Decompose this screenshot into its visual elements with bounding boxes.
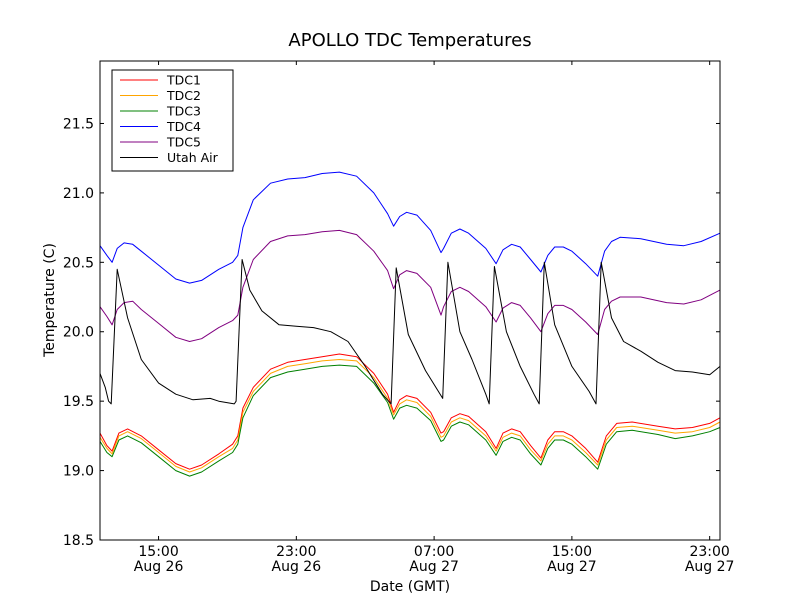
y-tick-label: 20.0 [63,325,94,341]
x-axis-label: Date (GMT) [370,579,450,595]
legend-label: TDC1 [166,73,201,88]
legend-label: Utah Air [167,150,219,165]
y-tick-label: 21.0 [63,186,94,202]
axes-frame [99,60,721,541]
x-tick-label-date: Aug 27 [409,559,459,575]
x-tick-label-date: Aug 26 [272,559,322,575]
series-line-utah-air [99,259,721,405]
legend-label: TDC3 [166,104,201,119]
legend-box [111,69,234,172]
x-tick-label-time: 07:00 [414,544,454,560]
y-tick-label: 19.0 [63,464,94,480]
legend-label: TDC5 [166,135,201,150]
y-tick-label: 21.5 [63,116,94,132]
series-line-tdc2 [99,359,721,473]
series-line-tdc4 [99,171,721,284]
x-tick-label-date: Aug 26 [134,559,184,575]
legend-label: TDC4 [166,119,201,134]
series-line-tdc5 [99,229,721,342]
x-tick-label-time: 23:00 [689,544,729,560]
y-tick-label: 20.5 [63,255,94,271]
series-line-tdc1 [99,353,721,470]
x-tick-label-time: 23:00 [276,544,316,560]
chart-title: APOLLO TDC Temperatures [288,30,531,51]
x-tick-label-date: Aug 27 [547,559,597,575]
x-tick-label-time: 15:00 [138,544,178,560]
series-line-tdc3 [99,364,721,477]
y-tick-label: 18.5 [63,533,94,549]
y-axis-label: Temperature (C) [42,243,58,358]
legend-label: TDC2 [166,88,201,103]
plot-area [99,171,721,477]
x-tick-label-date: Aug 27 [685,559,735,575]
y-tick-label: 19.5 [63,394,94,410]
x-tick-label-time: 15:00 [552,544,592,560]
